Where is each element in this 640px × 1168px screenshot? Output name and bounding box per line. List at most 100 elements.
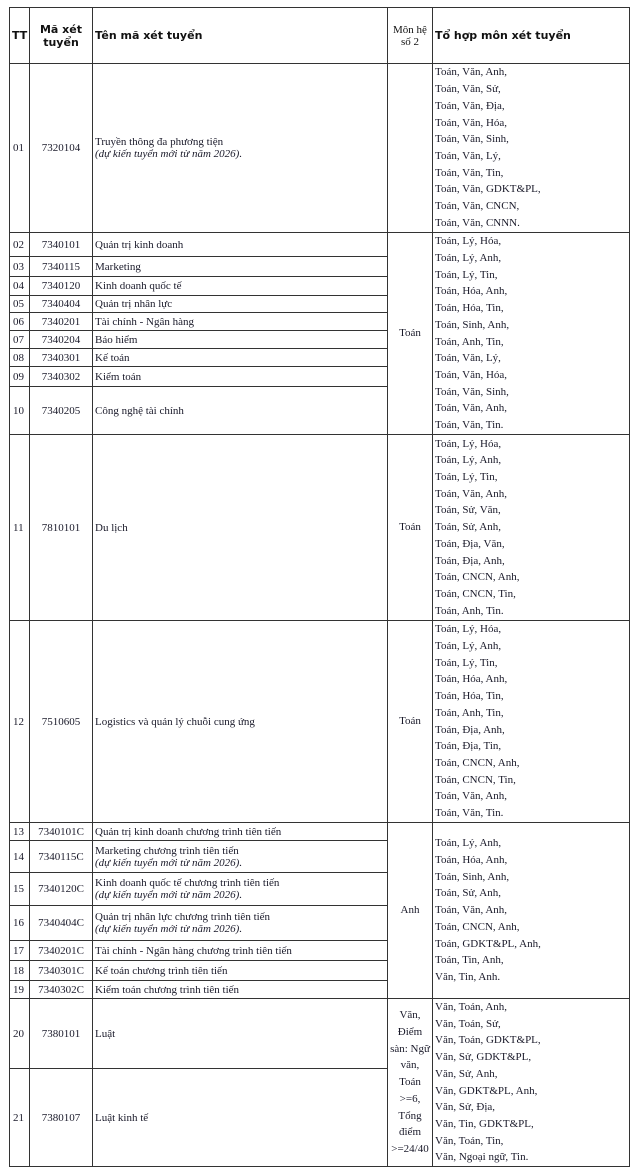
subject-combinations: Toán, Lý, Anh, Toán, Hóa, Anh, Toán, Sinh,…: [432, 822, 630, 999]
row-number: 14: [9, 840, 30, 873]
combo-item: Toán, Văn, Lý,: [435, 352, 501, 365]
program-name-cell: Kiểm toán: [92, 366, 388, 387]
combo-item: Toán, Sinh, Anh,: [435, 870, 510, 883]
combo-item: Toán, Lý, Hóa,: [435, 623, 502, 636]
header-tt: TT: [9, 7, 30, 64]
row-number: 12: [9, 620, 30, 823]
combo-item: Toán, Văn, Địa,: [435, 99, 505, 112]
admission-code: 7340302: [29, 366, 93, 387]
row-number: 06: [9, 312, 30, 331]
row-number: 10: [9, 386, 30, 435]
combo-item: Toán, CNCN, Tin,: [435, 773, 516, 786]
combo-item: Văn, Sử, GDKT&PL,: [435, 1051, 532, 1064]
program-name-cell: Bảo hiểm: [92, 330, 388, 349]
program-name-cell: Quản trị kinh doanh chương trình tiên ti…: [92, 822, 388, 841]
combo-item: Toán, Hóa, Tin,: [435, 302, 504, 315]
program-name: Marketing chương trình tiên tiến: [95, 844, 239, 857]
combo-item: Toán, Địa, Anh,: [435, 723, 505, 736]
admission-code: 7340204: [29, 330, 93, 349]
table-row: 03 7340115 Marketing: [9, 256, 630, 277]
admission-code: 7340120: [29, 276, 93, 296]
table-row: 14 7340115C Marketing chương trình tiên ti…: [9, 840, 630, 873]
combo-item: Toán, Sử, Anh,: [435, 521, 501, 534]
subject-combinations: Toán, Lý, Hóa, Toán, Lý, Anh, Toán, Lý, Ti…: [432, 232, 630, 435]
program-name: Kế toán: [95, 351, 130, 364]
program-name: Luật kinh tế: [95, 1111, 149, 1124]
row-number: 08: [9, 348, 30, 367]
subject-combinations: Toán, Văn, Anh, Toán, Văn, Sử, Toán, Văn, …: [432, 63, 630, 233]
table-row: 15 7340120C Kinh doanh quốc tế chương trìn…: [9, 872, 630, 906]
admission-code: 7380101: [29, 998, 93, 1069]
combo-item: Toán, Văn, Tin,: [435, 166, 504, 179]
admission-table: TT Mã xét tuyển Tên mã xét tuyển Môn hệ …: [9, 7, 630, 1168]
admission-code: 7340115C: [29, 840, 93, 873]
combo-item: Toán, Văn, Anh,: [435, 790, 508, 803]
program-name-cell: Kế toán chương trình tiên tiến: [92, 960, 388, 981]
row-number: 02: [9, 232, 30, 257]
combo-item: Toán, Lý, Anh,: [435, 837, 502, 850]
combo-item: Toán, Văn, Sinh,: [435, 133, 509, 146]
admission-code: 7320104: [29, 63, 93, 233]
combo-item: Văn, Toán, GDKT&PL,: [435, 1034, 541, 1047]
combo-item: Toán, Địa, Tin,: [435, 740, 502, 753]
row-number: 16: [9, 905, 30, 941]
combo-item: Toán, Lý, Tin,: [435, 268, 498, 281]
row-number: 18: [9, 960, 30, 981]
table-row: 21 7380107 Luật kinh tế: [9, 1067, 630, 1168]
admission-code: 7340301C: [29, 960, 93, 981]
combo-item: Toán, Lý, Anh,: [435, 639, 502, 652]
program-note: (dự kiến tuyển mới từ năm 2026).: [95, 148, 243, 160]
combo-item: Văn, Toán, Tin,: [435, 1134, 504, 1147]
program-name: Marketing: [95, 260, 141, 273]
combo-item: Toán, Văn, Lý,: [435, 150, 501, 162]
mon-he-so-2: Văn, Điểm sàn: Ngữ văn, Toán >=6, Tổng đ…: [387, 997, 433, 1168]
program-name-cell: Kinh doanh quốc tế: [92, 276, 388, 296]
combo-item: Toán, Hóa, Anh,: [435, 854, 508, 867]
row-number: 01: [9, 63, 30, 233]
admission-code: 7340101C: [29, 822, 93, 841]
combo-item: Toán, Văn, Anh,: [435, 66, 508, 79]
table-row: 10 7340205 Công nghệ tài chính: [9, 386, 630, 435]
combo-item: Văn, GDKT&PL, Anh,: [435, 1084, 538, 1097]
table-row: 02 7340101 Quản trị kinh doanh Toán Toán, Lý…: [9, 232, 630, 435]
table-row: 19 7340302C Kiểm toán chương trình tiên ti…: [9, 980, 630, 999]
subject-combinations: Văn, Toán, Anh, Văn, Toán, Sử, Văn, Toán, …: [432, 997, 630, 1168]
admission-code: 7340201C: [29, 940, 93, 961]
combo-item: Toán, Sử, Văn,: [435, 504, 501, 517]
combo-item: Toán, Lý, Hóa,: [435, 437, 502, 450]
table-row: 18 7340301C Kế toán chương trình tiên tiến: [9, 960, 630, 981]
combo-item: Toán, Địa, Anh,: [435, 554, 505, 567]
admission-code: 7340205: [29, 386, 93, 435]
header-row: TT Mã xét tuyển Tên mã xét tuyển Môn hệ …: [9, 7, 630, 64]
program-name: Kế toán chương trình tiên tiến: [95, 964, 228, 977]
program-name-cell: Quản trị nhân lực: [92, 295, 388, 313]
combo-item: Văn, Ngoại ngữ, Tin.: [435, 1151, 529, 1164]
program-note: (dự kiến tuyển mới từ năm 2026).: [95, 923, 243, 935]
table-row: 09 7340302 Kiểm toán: [9, 366, 630, 387]
program-name-cell: Truyền thông đa phương tiện (dự kiến tuyể…: [92, 63, 388, 233]
program-note: (dự kiến tuyển mới từ năm 2026).: [95, 856, 243, 869]
combo-item: Văn, Sử, Anh,: [435, 1067, 498, 1080]
combo-item: Toán, Lý, Tin,: [435, 471, 498, 484]
row-number: 20: [9, 998, 30, 1069]
program-name: Kinh doanh quốc tế chương trình tiên tiế…: [95, 877, 280, 889]
mon-he-so-2: Toán: [387, 434, 433, 621]
table-row: 20 7380101 Luật Văn, Điểm sàn: Ngữ văn, Toá…: [9, 997, 630, 1168]
program-name-cell: Kiểm toán chương trình tiên tiến: [92, 980, 388, 999]
program-name: Quản trị kinh doanh: [95, 238, 184, 251]
combo-item: Toán, Hóa, Tin,: [435, 690, 504, 703]
combo-item: Toán, Văn, CNCN,: [435, 200, 520, 213]
admission-code: 7340404: [29, 295, 93, 313]
combo-item: Toán, Sử, Anh,: [435, 887, 501, 900]
table-row: 01 7320104 Truyền thông đa phương tiện (dự …: [9, 63, 630, 233]
row-number: 17: [9, 940, 30, 961]
header-name: Tên mã xét tuyển: [92, 7, 388, 64]
row-number: 15: [9, 872, 30, 906]
combo-item: Văn, Sử, Địa,: [435, 1101, 496, 1114]
mon-he-so-2: Toán: [387, 232, 433, 435]
row-number: 13: [9, 822, 30, 841]
program-name-cell: Kinh doanh quốc tế chương trình tiên tiế…: [92, 872, 388, 906]
combo-item: Toán, Hóa, Anh,: [435, 673, 508, 686]
subject-combinations: Toán, Lý, Hóa, Toán, Lý, Anh, Toán, Lý, Ti…: [432, 434, 630, 621]
program-name-cell: Quản trị nhân lực chương trình tiên tiến…: [92, 905, 388, 941]
